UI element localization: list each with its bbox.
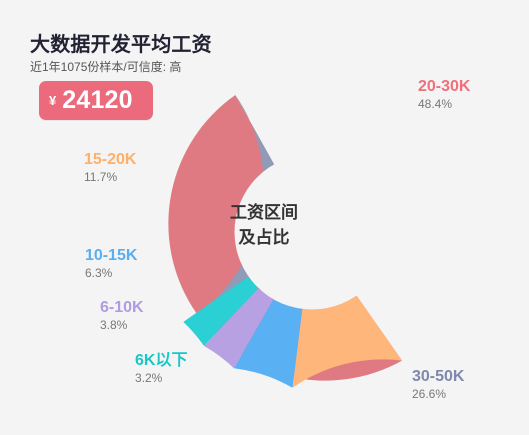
label-10-15k-percent: 6.3% (85, 265, 113, 280)
label-6-10k-range: 6-10K (100, 299, 144, 316)
currency-symbol: ¥ (49, 93, 57, 108)
label-20-30k: 20-30K 48.4% (418, 78, 470, 111)
average-salary-badge: ¥ 24120 (39, 81, 153, 120)
chart-center-line-2: 及占比 (238, 227, 290, 247)
donut-segment-10-15k (233, 299, 303, 388)
chart-center-line-1: 工资区间 (230, 203, 298, 222)
donut-center-hole (234, 154, 390, 310)
label-10-15k-range: 10-15K (85, 247, 138, 264)
label-6-10k: 6-10K 3.8% (100, 299, 144, 332)
label-30-50k-range: 30-50K (412, 368, 465, 385)
label-6-10k-percent: 3.8% (100, 317, 128, 332)
sample-info: 近1年1075份样本/可信度: 高 (30, 60, 182, 74)
label-6k-below-range: 6K以下 (135, 352, 188, 369)
label-15-20k: 15-20K 11.7% (84, 151, 136, 184)
label-15-20k-range: 15-20K (84, 151, 137, 168)
label-15-20k-percent: 11.7% (84, 169, 118, 184)
label-10-15k: 10-15K 6.3% (85, 247, 137, 280)
label-6k-below: 6K以下 3.2% (135, 352, 187, 385)
donut-segment-15-20k (292, 295, 403, 388)
label-20-30k-percent: 48.4% (418, 96, 453, 111)
page-title: 大数据开发平均工资 (30, 34, 212, 56)
label-30-50k-percent: 26.6% (412, 386, 447, 401)
donut-segment-6k (183, 276, 259, 346)
label-20-30k-range: 20-30K (418, 78, 471, 95)
chart-center-label: 工资区间 及占比 (225, 201, 303, 250)
label-6k-below-percent: 3.2% (135, 370, 163, 385)
average-salary-value: 24120 (62, 86, 133, 114)
donut-segment-6-10k (203, 288, 274, 369)
label-30-50k: 30-50K 26.6% (412, 368, 464, 401)
